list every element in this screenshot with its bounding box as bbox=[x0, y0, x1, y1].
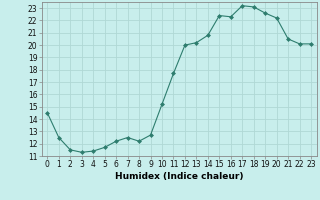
X-axis label: Humidex (Indice chaleur): Humidex (Indice chaleur) bbox=[115, 172, 244, 181]
